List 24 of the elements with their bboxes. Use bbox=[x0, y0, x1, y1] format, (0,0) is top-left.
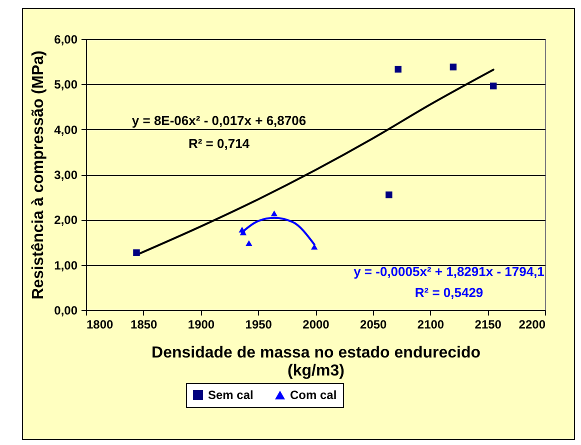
x-tick-label: 1850 bbox=[130, 318, 158, 332]
legend-label: Com cal bbox=[290, 388, 337, 402]
x-tick-label: 2200 bbox=[518, 318, 546, 332]
annotation: R² = 0,5429 bbox=[414, 285, 484, 300]
y-tick-label: 6,00 bbox=[54, 32, 78, 46]
x-axis-title: Densidade de massa no estado endurecido (kg/m3) bbox=[152, 344, 481, 380]
y-tick-label: 0,00 bbox=[54, 304, 78, 318]
annotation: y = -0,0005x² + 1,8291x - 1794,1 bbox=[354, 264, 544, 279]
x-tick-label: 1800 bbox=[86, 318, 114, 332]
x-tick-label: 2000 bbox=[302, 318, 330, 332]
y-tick-label: 3,00 bbox=[54, 168, 78, 182]
legend-label: Sem cal bbox=[208, 388, 254, 402]
x-tick-label: 1950 bbox=[245, 318, 272, 332]
annotation: y = 8E-06x² - 0,017x + 6,8706 bbox=[132, 113, 306, 128]
x-tick-label: 2150 bbox=[474, 318, 502, 332]
annotation: R² = 0,714 bbox=[188, 136, 250, 151]
y-tick-label: 4,00 bbox=[54, 122, 78, 137]
y-tick-label: 2,00 bbox=[54, 213, 78, 228]
x-tick-label: 1900 bbox=[188, 318, 215, 332]
y-tick-label: 5,00 bbox=[54, 78, 78, 92]
x-tick-label: 2100 bbox=[417, 318, 444, 332]
y-tick-label: 1,00 bbox=[54, 258, 78, 272]
y-axis-title: Resistência à compressão (MPa) bbox=[30, 50, 48, 300]
x-tick-label: 2050 bbox=[360, 318, 388, 332]
